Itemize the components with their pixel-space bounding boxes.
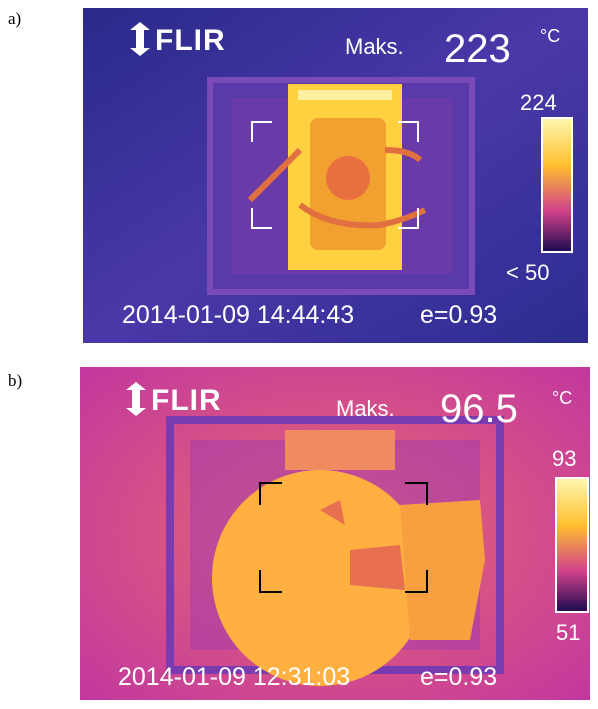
panel-label: a) [8,9,21,28]
max-value: 223 [444,27,511,71]
brand: FLIR [151,384,222,417]
scale-top: 93 [552,446,576,471]
timestamp: 2014-01-09 12:31:03 [118,663,350,691]
max-label: Maks. [345,34,404,59]
brand: FLIR [155,24,226,57]
scale-bottom: 51 [556,620,580,645]
panel-label: b) [8,371,22,390]
thermal-image [83,8,588,343]
figure: a) FLIR Maks. 223 °C 224 < 50 2014-01-09… [0,0,598,704]
scale-bottom: < 50 [506,260,549,285]
unit: °C [540,26,560,46]
max-value: 96.5 [440,387,518,431]
emissivity: e=0.93 [420,663,497,691]
max-label: Maks. [336,396,395,421]
timestamp: 2014-01-09 14:44:43 [122,301,354,329]
scale-top: 224 [520,90,557,115]
emissivity: e=0.93 [420,301,497,329]
unit: °C [552,388,572,408]
